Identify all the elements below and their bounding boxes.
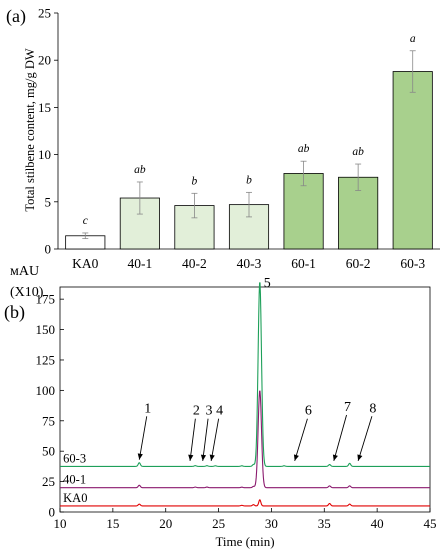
peak-number-label: 8 <box>369 401 376 416</box>
chromatogram-x-axis-label: Time (min) <box>215 534 274 549</box>
category-label: 40-2 <box>182 256 207 271</box>
peak-number-label: 5 <box>264 276 271 291</box>
chromatogram-frame <box>59 286 431 513</box>
significance-letter: b <box>246 174 252 186</box>
significance-letter: c <box>83 215 88 227</box>
chrom-y-tick-label: 100 <box>36 383 56 398</box>
category-label: 60-3 <box>400 256 425 271</box>
peak-arrow-head <box>357 454 363 461</box>
significance-letter: ab <box>134 164 146 176</box>
chromatogram-trace <box>60 499 430 507</box>
peak-arrow-shaft <box>189 418 196 461</box>
chrom-x-tick-label: 10 <box>54 516 67 531</box>
chromatogram-trace <box>60 282 430 467</box>
chrom-y-tick-label: 50 <box>42 444 55 459</box>
peak-number-label: 6 <box>305 404 312 419</box>
peak-number-label: 1 <box>144 401 151 416</box>
chromatogram-y-unit-label: мAU <box>10 264 39 279</box>
peak-arrow-head <box>137 453 143 460</box>
category-label: 60-1 <box>291 256 316 271</box>
chrom-x-tick-label: 45 <box>424 516 437 531</box>
chrom-y-tick-label: 75 <box>42 413 55 428</box>
chrom-x-tick-label: 20 <box>159 516 172 531</box>
chrom-y-tick-label: 150 <box>36 322 56 337</box>
category-label: 60-2 <box>346 256 371 271</box>
category-label: 40-1 <box>127 256 152 271</box>
trace-label: 60-3 <box>63 451 86 465</box>
chrom-y-tick-label: 25 <box>42 474 55 489</box>
chrom-y-tick-label: 175 <box>36 292 56 307</box>
peak-arrow-shaft <box>333 414 347 462</box>
peak-number-label: 4 <box>216 404 223 419</box>
panel-b-label: (b) <box>4 302 25 323</box>
bar-chart: 0 5 10 15 20 25 c KA0 ab 40-1 b 40-2 b 40-3 ab 60-1 ab 60… <box>38 6 440 271</box>
trace-label: 40-1 <box>63 473 86 487</box>
chromatogram-y-scale-label: (X10) <box>10 285 44 300</box>
significance-letter: ab <box>298 143 310 155</box>
chrom-x-tick-label: 25 <box>212 516 225 531</box>
bar-chart-y-axis-label: Total stilbene content, mg/g DW <box>23 48 37 212</box>
peak-arrow-head <box>332 454 338 461</box>
peak-arrow-head <box>209 454 215 461</box>
peak-number-label: 7 <box>344 400 351 415</box>
bar-y-tick-label: 25 <box>38 6 51 21</box>
trace-label: KA0 <box>63 491 87 505</box>
chromatogram-trace <box>60 390 430 489</box>
chrom-x-tick-label: 30 <box>265 516 278 531</box>
peak-arrow-head <box>200 454 207 461</box>
bar-y-tick-label: 5 <box>45 194 52 209</box>
chrom-x-tick-label: 15 <box>106 516 119 531</box>
bar-y-tick-label: 10 <box>38 147 51 162</box>
peak-arrow-shaft <box>138 416 148 460</box>
category-label: KA0 <box>72 256 98 271</box>
bar-y-tick-label: 20 <box>38 53 51 68</box>
bar-y-tick-label: 15 <box>38 100 51 115</box>
chrom-y-tick-label: 125 <box>36 352 56 367</box>
peak-number-label: 3 <box>206 404 213 419</box>
significance-letter: b <box>192 175 198 187</box>
chrom-x-tick-label: 35 <box>318 516 331 531</box>
bar-y-tick-label: 0 <box>45 242 52 257</box>
peak-arrow-head <box>188 454 194 461</box>
peak-arrow-shaft <box>294 418 308 462</box>
chrom-y-tick-label: 0 <box>49 505 56 520</box>
peak-arrow-shaft <box>357 416 373 462</box>
significance-letter: ab <box>352 146 364 158</box>
significance-letter: a <box>410 33 416 45</box>
peak-arrow-head <box>293 454 299 461</box>
peak-arrow-shaft <box>202 418 209 461</box>
category-label: 40-3 <box>237 256 262 271</box>
bar <box>392 71 433 250</box>
panel-a-label: (a) <box>6 6 26 27</box>
peak-arrow-shaft <box>210 418 220 461</box>
chrom-x-tick-label: 40 <box>371 516 384 531</box>
peak-number-label: 2 <box>193 404 200 419</box>
